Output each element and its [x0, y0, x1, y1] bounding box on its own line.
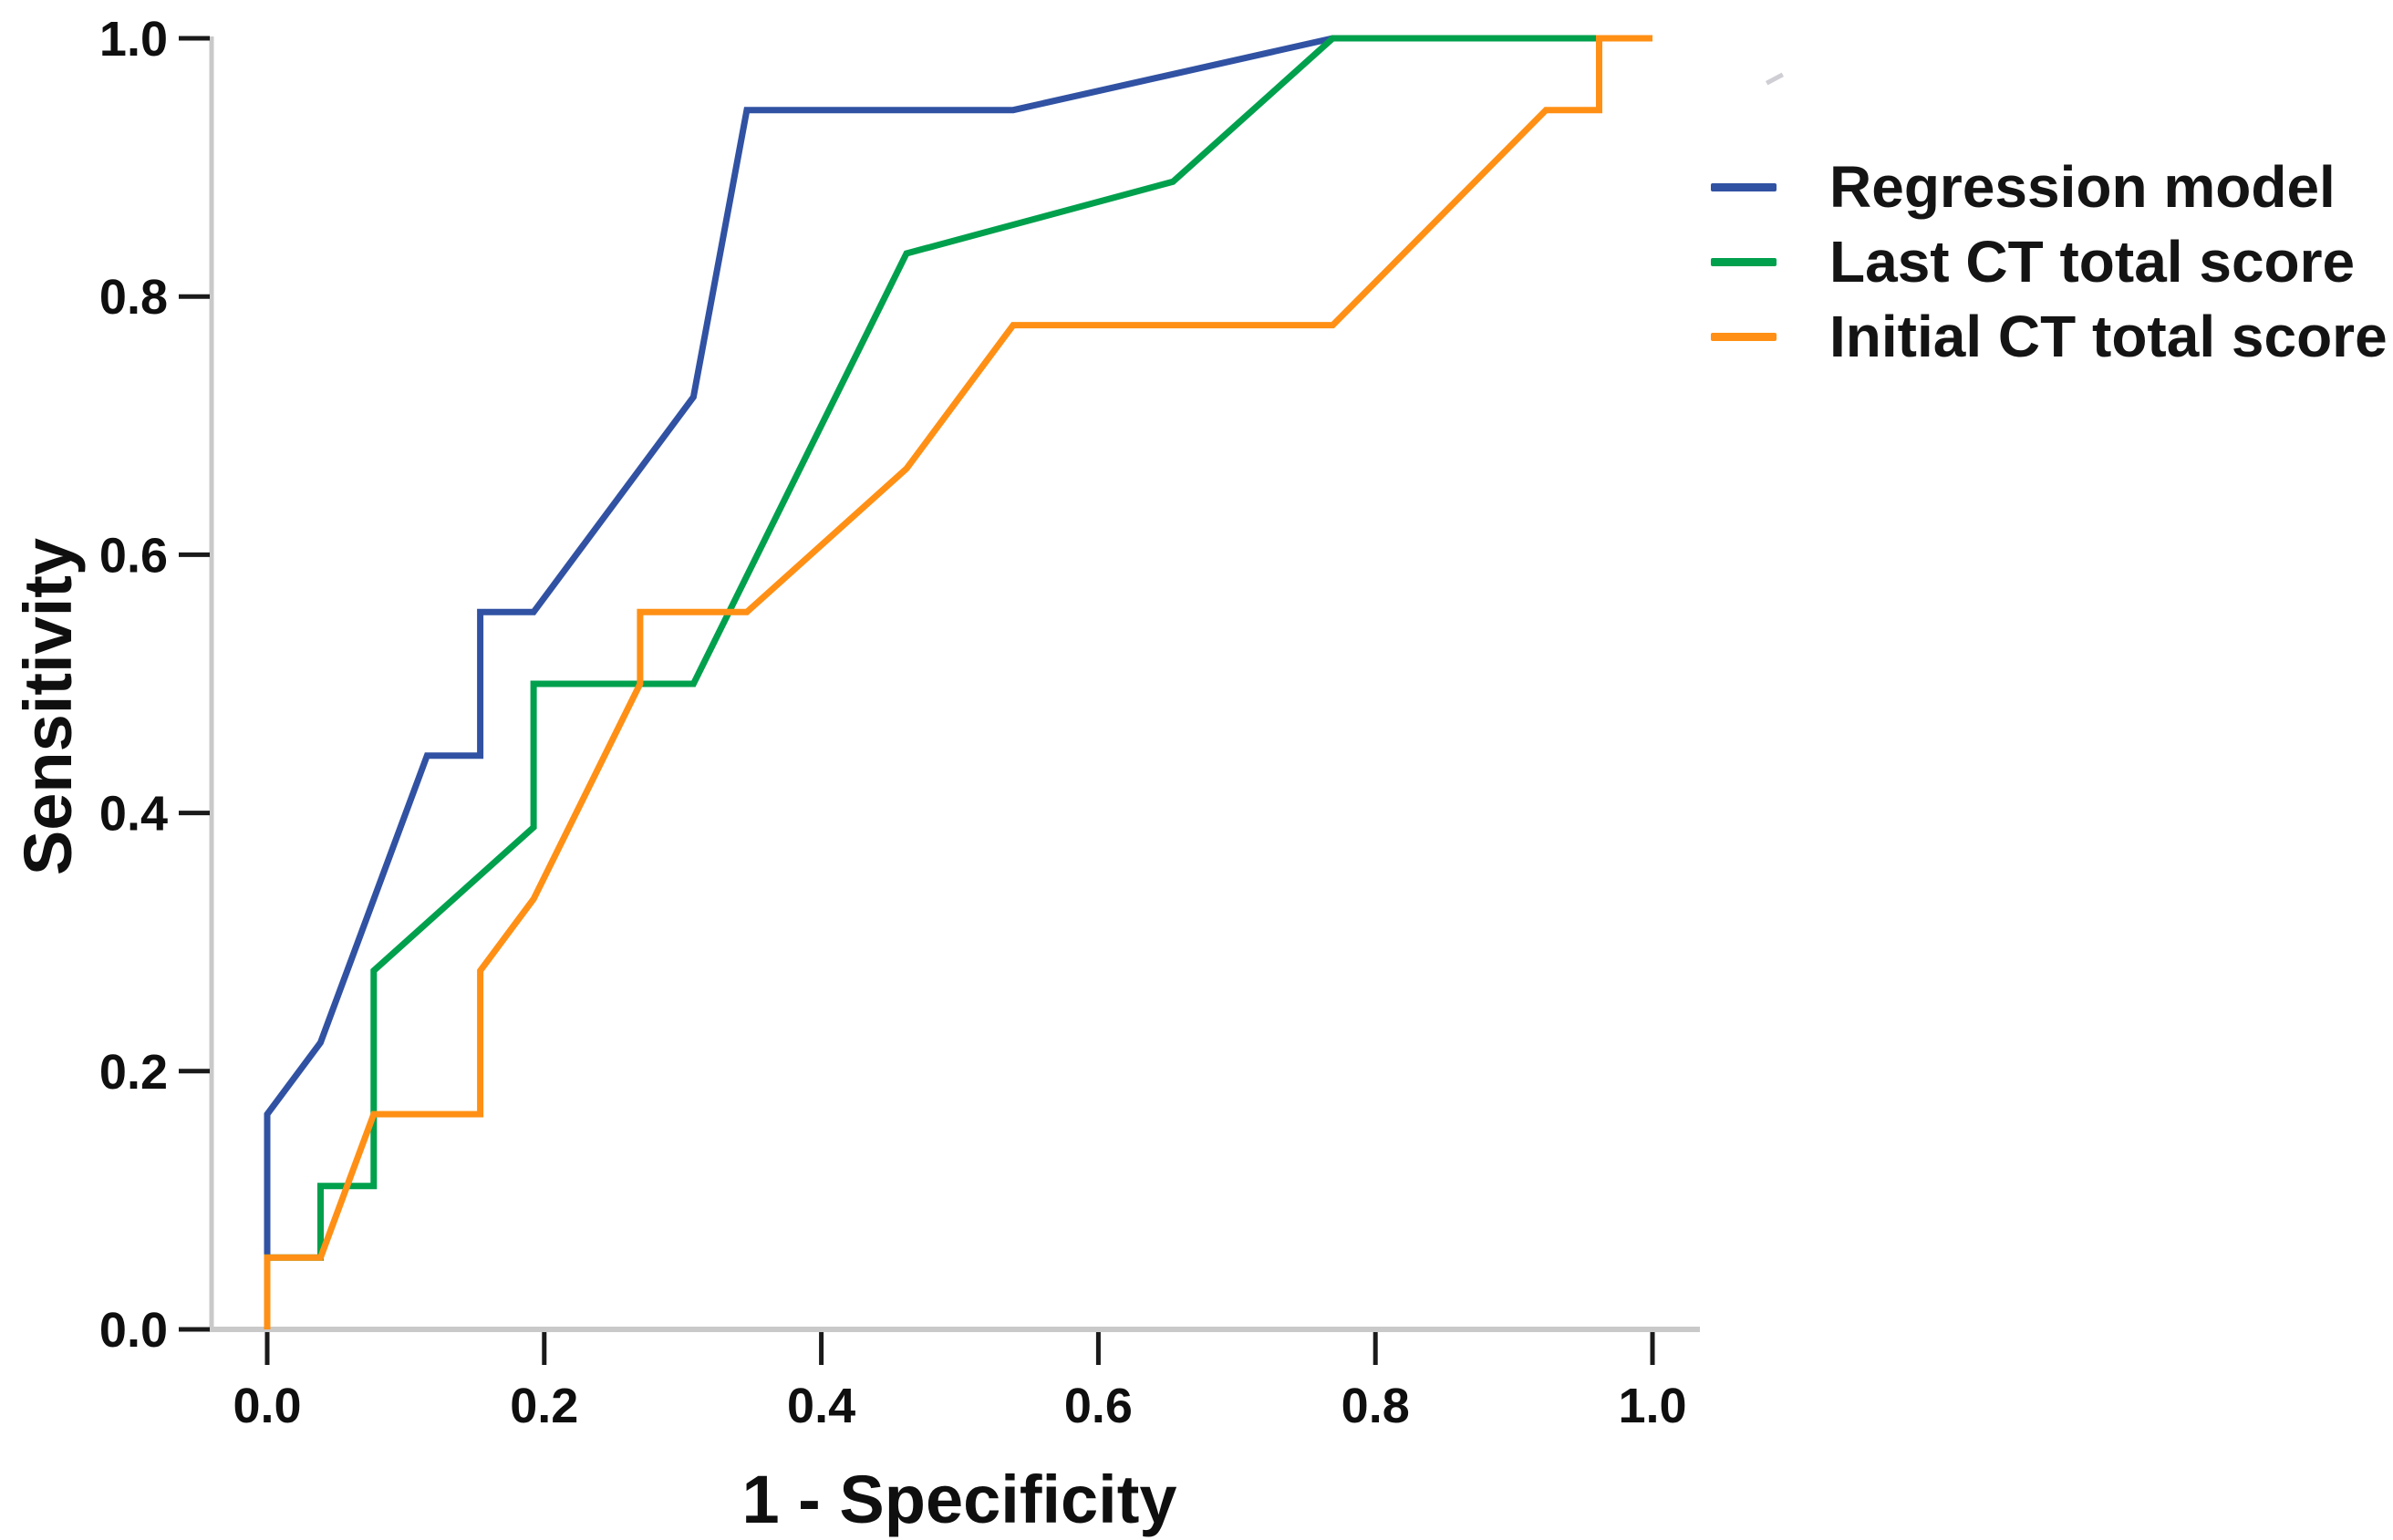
x-axis-title: 1 - Specificity: [741, 1462, 1176, 1537]
x-tick-label: 0.2: [510, 1379, 578, 1433]
y-axis-tick-labels: 0.0 0.2 0.4 0.6 0.8 1.0: [99, 12, 168, 1358]
legend-label: Last CT total score: [1829, 229, 2356, 295]
regression-model-line-swatch: [1711, 182, 1777, 191]
legend-item-regression-model: Regression model: [1711, 150, 2388, 224]
last-ct-total-score-line-swatch: [1711, 257, 1777, 266]
regression-model-curve: [264, 35, 1652, 1329]
last-ct-total-score-curve: [264, 35, 1652, 1329]
x-tick-label: 0.6: [1064, 1379, 1133, 1433]
legend: Regression model Last CT total score Ini…: [1711, 150, 2388, 374]
initial-ct-total-score-curve: [264, 35, 1652, 1329]
initial-ct-total-score-line-swatch: [1711, 332, 1777, 341]
y-tick-label: 0.4: [99, 787, 168, 842]
y-tick-label: 1.0: [99, 12, 168, 67]
y-tick-label: 0.0: [99, 1303, 168, 1358]
legend-item-last-ct-total-score: Last CT total score: [1711, 224, 2388, 299]
x-axis-ticks: [264, 1332, 1655, 1365]
y-axis-ticks: [179, 36, 210, 1332]
legend-item-initial-ct-total-score: Initial CT total score: [1711, 299, 2388, 374]
y-axis-title: Sensitivity: [10, 538, 86, 875]
x-tick-label: 0.0: [233, 1379, 301, 1433]
x-tick-label: 0.8: [1342, 1379, 1410, 1433]
x-tick-label: 1.0: [1618, 1379, 1686, 1433]
legend-label: Initial CT total score: [1829, 304, 2388, 369]
x-axis-tick-labels: 0.0 0.2 0.4 0.6 0.8 1.0: [233, 1379, 1686, 1433]
roc-curves: [264, 35, 1652, 1329]
x-tick-label: 0.4: [787, 1379, 855, 1433]
y-tick-label: 0.8: [99, 270, 168, 325]
y-tick-label: 0.6: [99, 528, 168, 583]
legend-label: Regression model: [1829, 154, 2336, 220]
y-tick-label: 0.2: [99, 1045, 168, 1100]
